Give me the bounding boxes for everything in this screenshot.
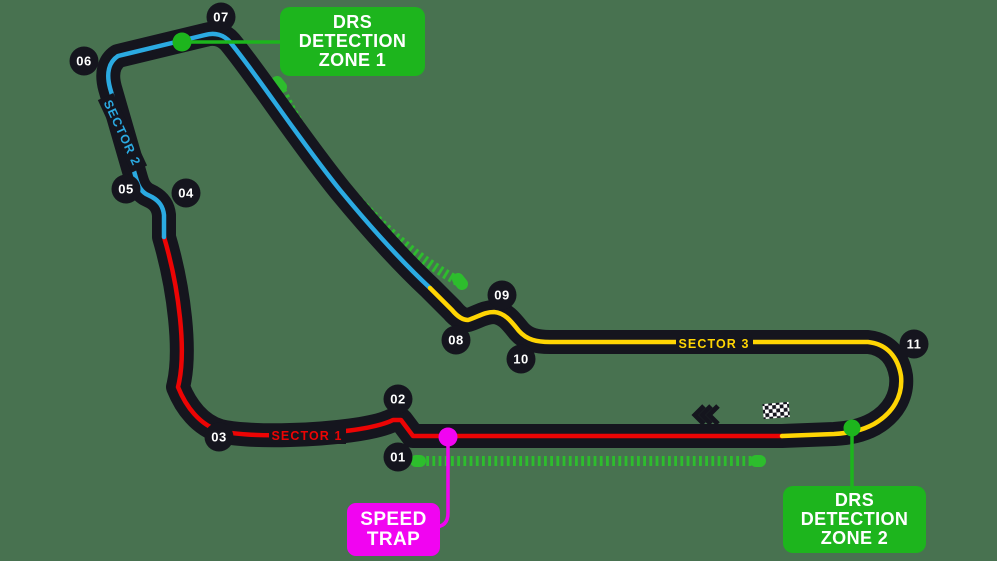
turn-badge-09 [487, 280, 517, 310]
drs-detection-zone-1-box: DRS DETECTION ZONE 1 [280, 7, 425, 76]
drs2-line3: ZONE 2 [820, 527, 889, 548]
sector-2-path [106, 31, 433, 291]
track-outline [96, 21, 914, 448]
speedtrap-line1: SPEED [360, 508, 427, 530]
turn-badges: 01 02 03 04 05 06 07 08 09 10 11 [69, 2, 929, 472]
turn-badge-label-10: 10 [513, 352, 528, 367]
checkered-flag-icon [762, 401, 790, 420]
turn-badge-label-01: 01 [390, 450, 405, 465]
turn-badge-03 [204, 422, 234, 452]
drs1-line1: DRS [332, 12, 373, 33]
turn-badge-05 [111, 174, 141, 204]
drs2-line1: DRS [834, 490, 875, 511]
turn-badge-06 [69, 46, 99, 76]
turn-badge-label-08: 08 [448, 333, 463, 348]
turn-badge-10 [506, 344, 536, 374]
speed-trap-point [438, 427, 458, 447]
drs1-line3: ZONE 1 [318, 49, 387, 70]
turn-badge-08 [441, 325, 471, 355]
turn-badge-label-06: 06 [76, 54, 91, 69]
drs-zone-1-hatch [271, 76, 468, 290]
svg-text:SECTOR 3: SECTOR 3 [678, 337, 749, 351]
drs-detection-zone-2-box: DRS DETECTION ZONE 2 [783, 486, 926, 553]
turn-badge-04 [171, 178, 201, 208]
speedtrap-line2: TRAP [366, 528, 421, 550]
sector-3-label: SECTOR 3 [676, 335, 753, 351]
turn-badge-label-11: 11 [907, 337, 922, 352]
turn-badge-label-02: 02 [390, 392, 405, 407]
drs-detection-point-1 [172, 32, 192, 52]
turn-badge-01 [383, 442, 413, 472]
drs2-line2: DETECTION [800, 509, 909, 530]
sector-1-label: SECTOR 1 [269, 427, 346, 444]
turn-badge-02 [383, 384, 413, 414]
direction-arrows-icon [691, 404, 720, 426]
turn-badge-label-07: 07 [213, 10, 228, 25]
turn-badge-label-03: 03 [211, 430, 226, 445]
sector-3-path [427, 285, 904, 439]
drs-detection-point-2 [843, 419, 861, 437]
turn-badge-label-05: 05 [118, 182, 133, 197]
drs1-line2: DETECTION [298, 31, 407, 52]
speed-trap-box: SPEED TRAP [347, 503, 440, 556]
turn-badge-07 [206, 2, 236, 32]
turn-badge-label-09: 09 [494, 288, 509, 303]
turn-badge-11 [899, 329, 929, 359]
svg-text:SECTOR 1: SECTOR 1 [271, 429, 342, 443]
turn-badge-label-04: 04 [178, 186, 194, 201]
